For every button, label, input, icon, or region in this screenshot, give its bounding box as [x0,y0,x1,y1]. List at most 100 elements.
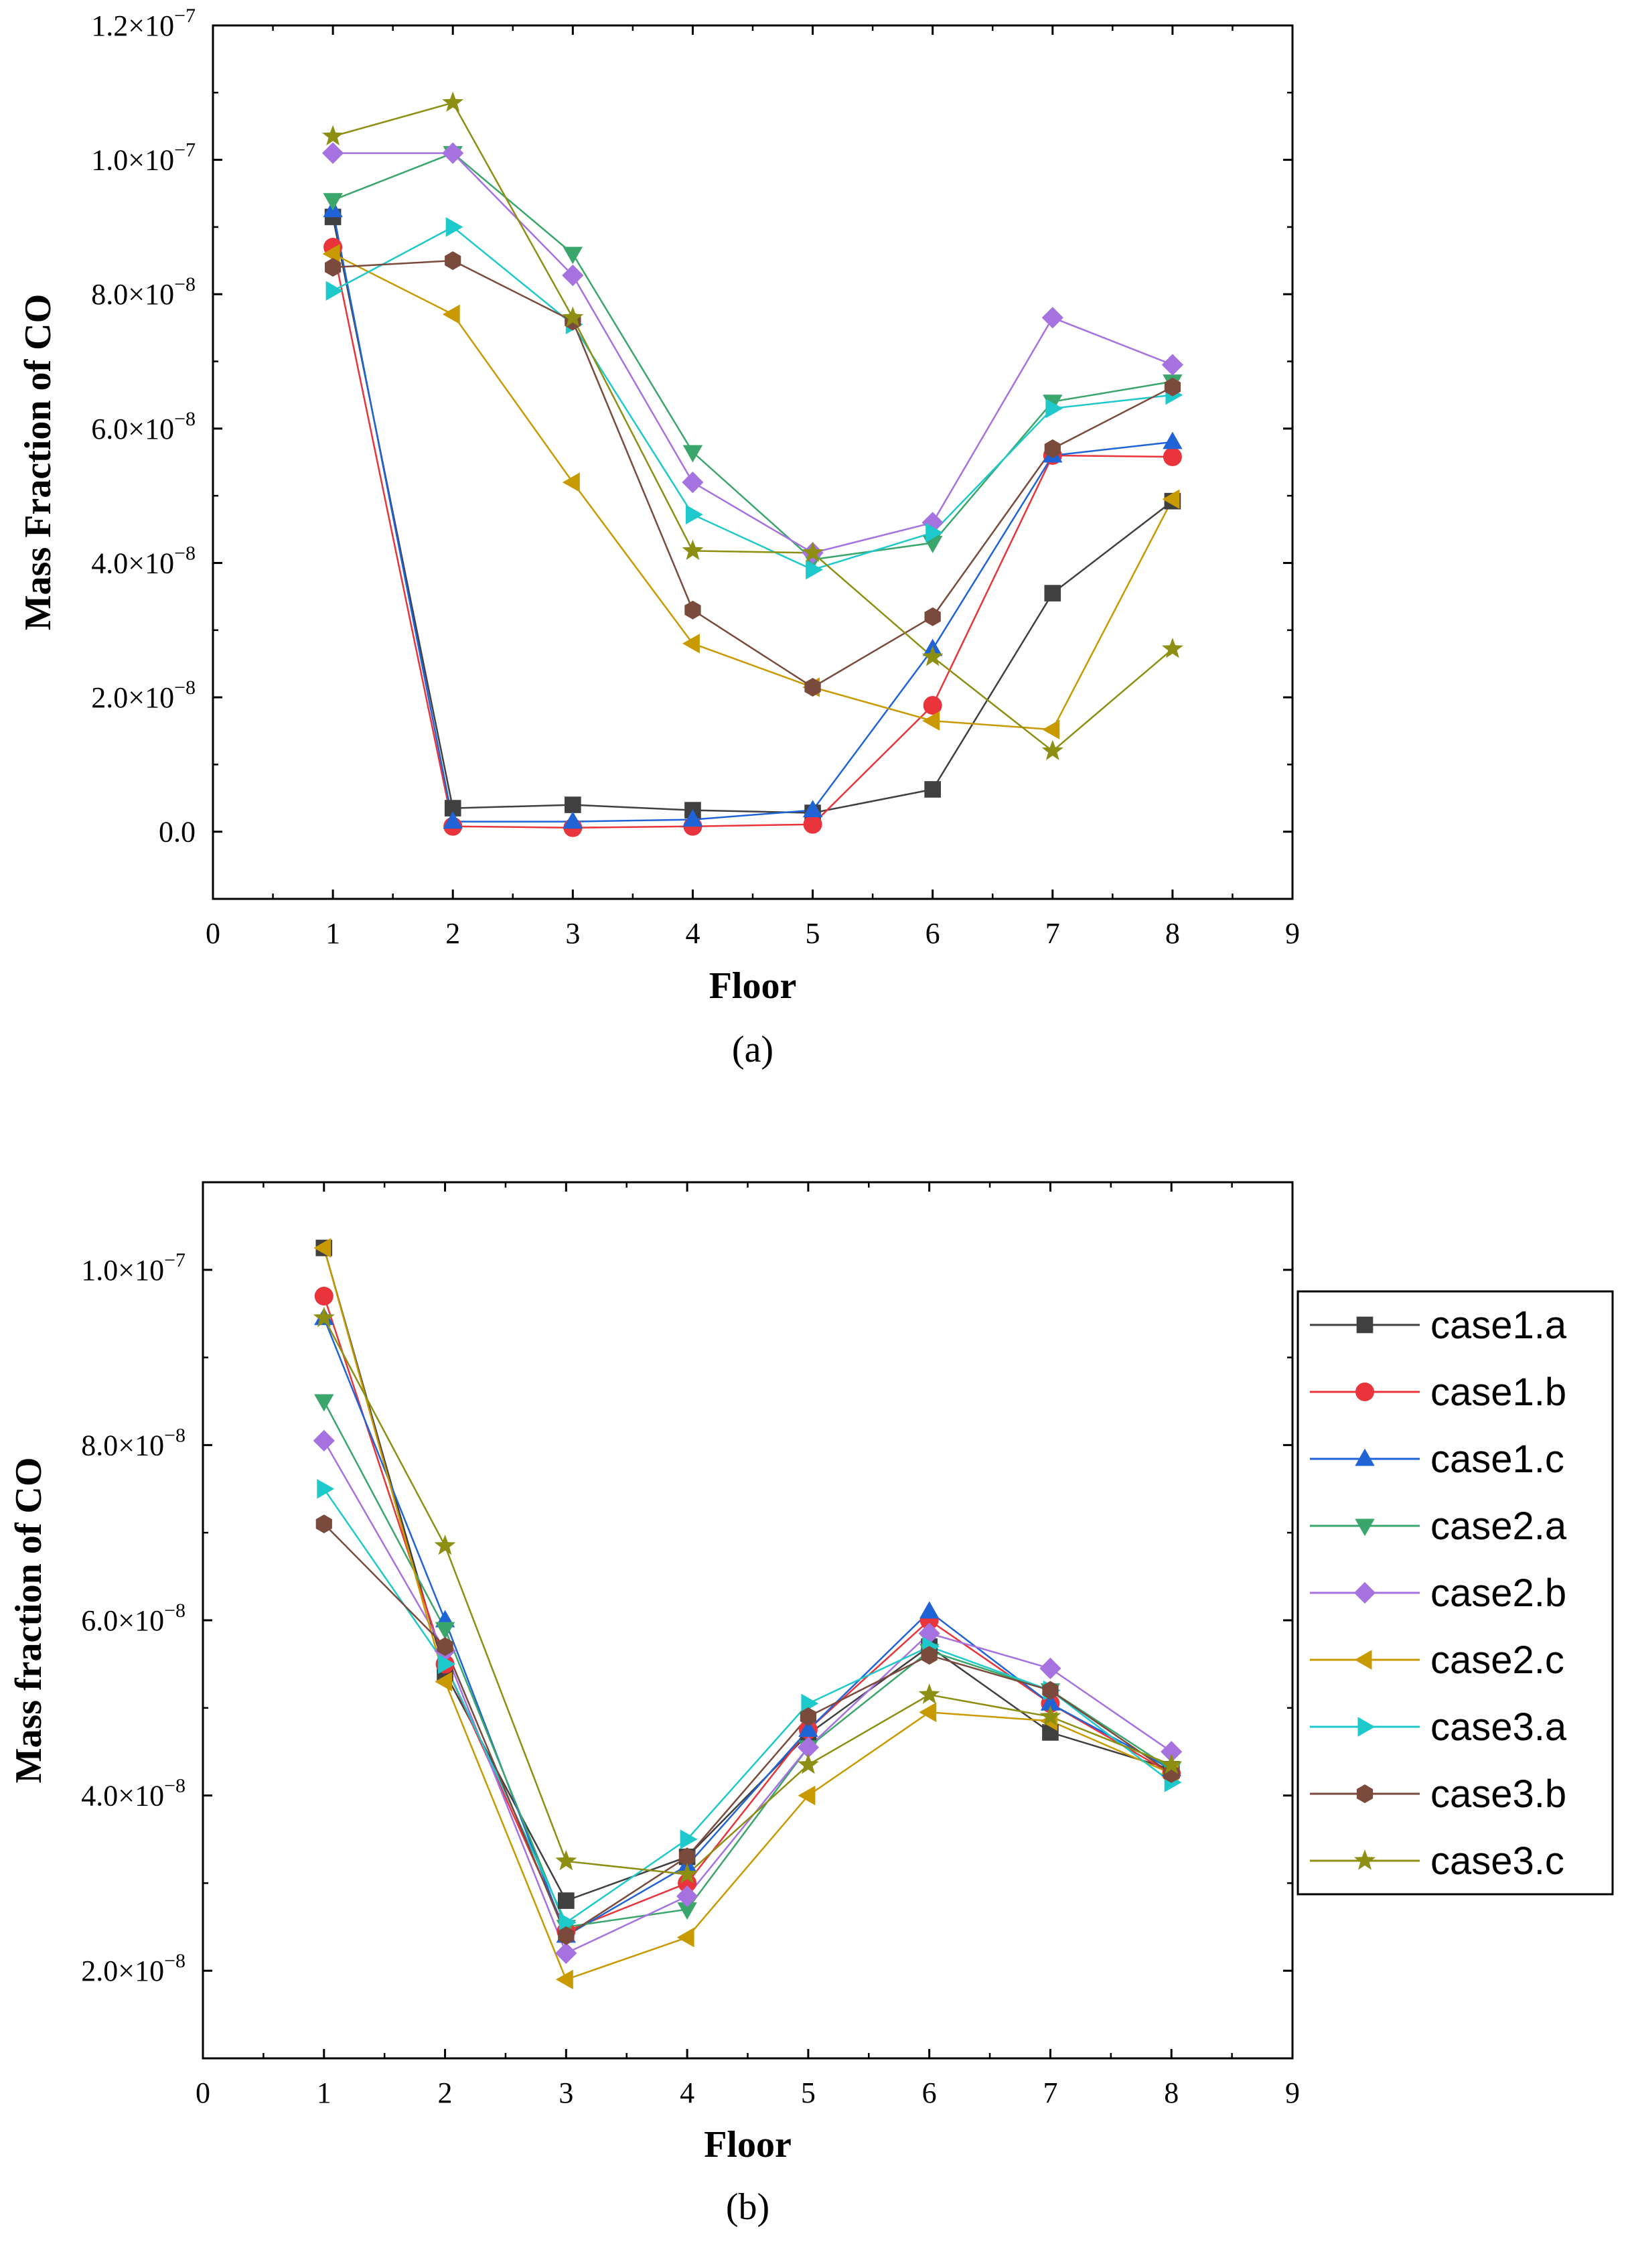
x-tick-label: 8 [1164,2076,1179,2109]
data-point-case2-b-floor-3 [555,1942,577,1965]
x-tick-label: 0 [206,917,220,950]
data-point-case2-a-floor-4 [677,1902,697,1920]
y-tick-label: 6.0×10−8 [81,1600,186,1637]
legend-label-case3-b: case3.b [1430,1772,1566,1816]
series-line-case1-b [331,246,1173,829]
plot-frame [202,1181,1294,2060]
x-tick-label: 9 [1285,917,1300,950]
data-point-case3-c-floor-2 [442,91,464,112]
legend-marker-case3-c [1354,1849,1376,1870]
x-tick-label: 3 [559,2076,573,2109]
y-tick-label: 0.0 [159,816,196,849]
series-line-case2-b [333,152,1173,554]
data-point-case2-b-floor-8 [1161,1741,1183,1763]
series-line-case3-c [323,1318,1172,1875]
data-point-case3-a-floor-6 [926,522,944,543]
data-point-case3-a-floor-5 [806,559,823,580]
legend: case1.a case1.b case1.c case2.a case2.b case2… [1297,1290,1614,1896]
data-point-case1-c-floor-5 [802,800,823,818]
data-point-case3-c-floor-8 [1161,638,1183,658]
legend-marker-case2-b [1353,1581,1376,1604]
y-tick-label: 2.0×10−8 [91,677,196,714]
series-line-case3-b [333,259,1173,689]
x-axis-label: Floor [709,965,797,1007]
legend-label-case1-c: case1.c [1430,1437,1564,1481]
chart-panel-a: 0 1 2 3 4 5 6 7 8 9 0.0 2.0×10−8 4.0×10−8 6.0×10−8 8.0… [17,5,1300,1070]
x-tick-label: 6 [922,2076,937,2109]
data-point-case1-b-floor-6 [923,696,942,715]
legend-marker-case1-a [1356,1316,1374,1334]
data-point-case3-b-floor-8 [1164,377,1181,397]
data-point-case2-a-floor-2 [435,1622,455,1640]
data-point-case3-a-floor-2 [438,1654,455,1675]
series-line-case1-b [323,1295,1172,1932]
series-line-case3-b [323,1523,1172,1937]
data-point-case3-b-floor-6 [924,607,941,626]
panel-label: (b) [726,2186,769,2228]
data-point-case2-c-floor-2 [442,304,460,324]
data-point-case3-c-floor-2 [434,1535,456,1555]
data-point-case1-c-floor-3 [563,811,583,829]
series-line-case1-a [331,216,1173,814]
legend-marker-case3-b [1356,1784,1374,1803]
data-point-case3-c-floor-6 [921,646,944,666]
data-point-case3-a-floor-7 [1045,399,1063,419]
legend-marker-case1-b [1355,1383,1374,1401]
series-line-case1-a [323,1247,1172,1902]
y-tick-label: 6.0×10−8 [91,408,196,445]
data-point-case2-b-floor-7 [1039,1657,1061,1679]
data-point-case2-b-floor-4 [676,1885,698,1908]
data-point-case1-c-floor-8 [1163,431,1183,449]
data-point-case2-b-floor-2 [442,142,464,164]
y-tick-label: 1.0×10−7 [81,1249,186,1287]
data-point-case2-c-floor-5 [798,1785,816,1806]
series-line-case1-c [323,1318,1172,1937]
data-point-case2-c-floor-1 [313,1238,331,1258]
data-point-case3-c-floor-1 [313,1306,335,1328]
y-tick-label: 4.0×10−8 [91,542,196,579]
y-tick-label: 1.2×10−7 [91,5,196,42]
y-tick-label: 1.0×10−7 [91,139,196,177]
data-point-case1-c-floor-2 [443,811,463,829]
y-tick-label: 4.0×10−8 [81,1775,186,1813]
x-tick-label: 1 [317,2076,331,2109]
legend-label-case2-c: case2.c [1430,1638,1564,1682]
data-point-case3-c-floor-4 [682,539,704,560]
data-point-case3-c-floor-3 [562,306,584,327]
legend-marker-case2-a [1355,1518,1375,1537]
data-point-case2-c-floor-4 [682,634,700,654]
x-tick-label: 0 [196,2076,210,2109]
legend-marker-case1-c [1355,1448,1375,1466]
y-tick-label: 8.0×10−8 [91,273,196,311]
series-line-case3-a [323,1488,1172,1924]
data-point-case3-b-floor-6 [921,1646,938,1665]
data-point-case3-c-floor-1 [322,125,344,146]
x-tick-label: 5 [806,917,820,950]
chart-panel-b: 0 1 2 3 4 5 6 7 8 9 2.0×10−8 4.0×10−8 6.0×10−8 8.0×10… [8,1181,1300,2228]
data-point-case3-a-floor-5 [801,1693,819,1713]
legend-label-case2-a: case2.a [1430,1504,1567,1548]
series-line-case2-b [323,1440,1172,1955]
data-point-case2-b-floor-1 [322,142,344,164]
data-point-case3-c-floor-7 [1041,739,1063,760]
data-point-case2-b-floor-8 [1161,354,1183,376]
legend-marker-case2-c [1354,1650,1372,1670]
data-point-case3-b-floor-2 [445,251,461,271]
data-point-case3-b-floor-1 [325,258,342,277]
x-tick-label: 6 [926,917,940,950]
y-tick-label: 8.0×10−8 [81,1424,186,1462]
y-tick-label: 2.0×10−8 [81,1950,186,1987]
x-tick-label: 9 [1285,2076,1300,2109]
data-point-case3-b-floor-7 [1042,1681,1059,1700]
data-point-case3-c-floor-4 [676,1863,698,1884]
y-axis-label: Mass Fraction of CO [17,294,59,630]
data-point-case2-a-floor-1 [323,193,343,211]
x-tick-label: 4 [680,2076,694,2109]
legend-label-case3-c: case3.c [1430,1839,1564,1883]
series-line-case2-c [332,253,1174,731]
x-tick-label: 2 [445,917,460,950]
y-axis-label: Mass fraction of CO [8,1458,50,1784]
data-point-case3-b-floor-4 [684,600,701,620]
data-point-case2-c-floor-8 [1162,489,1180,509]
